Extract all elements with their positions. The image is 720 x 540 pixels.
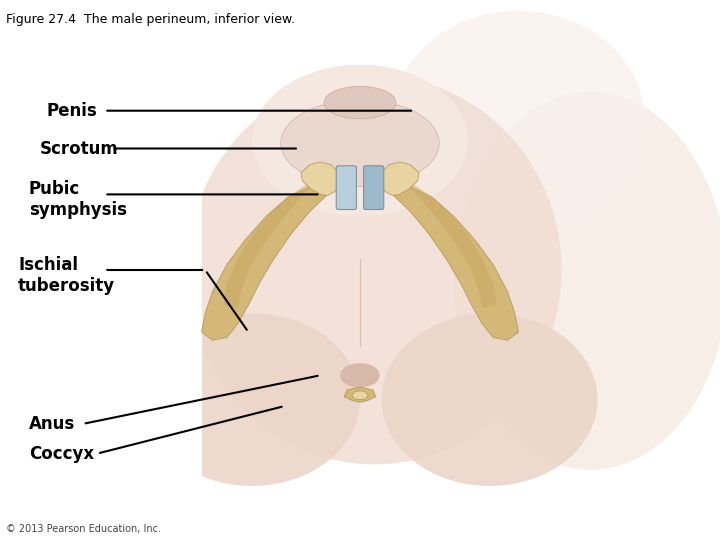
Text: Penis: Penis (47, 102, 97, 120)
Bar (0, 0, 202, 540)
Text: Scrotum: Scrotum (40, 139, 118, 158)
Ellipse shape (144, 313, 360, 486)
Ellipse shape (252, 65, 468, 216)
Ellipse shape (454, 92, 720, 470)
Ellipse shape (352, 391, 368, 400)
Polygon shape (202, 178, 337, 340)
FancyBboxPatch shape (336, 166, 356, 210)
Ellipse shape (382, 313, 598, 486)
Ellipse shape (340, 363, 380, 388)
Text: Anus: Anus (29, 415, 75, 433)
Polygon shape (383, 178, 518, 340)
Text: Pubic
symphysis: Pubic symphysis (29, 180, 127, 219)
Ellipse shape (281, 100, 439, 186)
Polygon shape (380, 162, 419, 195)
FancyBboxPatch shape (364, 166, 384, 210)
Ellipse shape (392, 11, 644, 227)
Text: Ischial
tuberosity: Ischial tuberosity (18, 256, 115, 295)
Ellipse shape (187, 76, 562, 464)
Text: Figure 27.4  The male perineum, inferior view.: Figure 27.4 The male perineum, inferior … (6, 14, 295, 26)
Polygon shape (223, 185, 313, 308)
Polygon shape (344, 387, 376, 402)
Polygon shape (301, 162, 340, 195)
Ellipse shape (324, 86, 396, 119)
Text: Coccyx: Coccyx (29, 444, 94, 463)
Polygon shape (407, 185, 497, 308)
Text: © 2013 Pearson Education, Inc.: © 2013 Pearson Education, Inc. (6, 523, 161, 534)
